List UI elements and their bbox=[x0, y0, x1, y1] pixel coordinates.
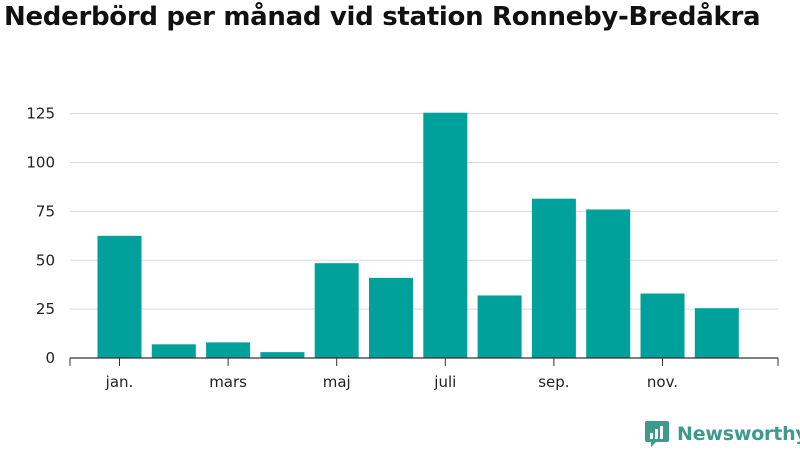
brand-name: Newsworthy bbox=[677, 423, 800, 445]
x-tick-label: nov. bbox=[647, 373, 678, 391]
bar-maj bbox=[314, 263, 359, 358]
bar-jan bbox=[97, 235, 142, 358]
newsworthy-logo-icon bbox=[645, 421, 669, 447]
bar-apr bbox=[260, 352, 305, 358]
bar-okt bbox=[586, 209, 631, 358]
x-axis: jan. mars maj juli sep. nov. bbox=[69, 357, 779, 391]
y-tick-label: 75 bbox=[36, 202, 55, 220]
y-tick-label: 50 bbox=[36, 251, 55, 269]
bars bbox=[97, 112, 739, 358]
y-tick-label: 125 bbox=[26, 105, 55, 123]
x-tick-label: juli bbox=[433, 373, 456, 391]
bar-nov bbox=[640, 293, 685, 358]
x-tick-label: mars bbox=[209, 373, 247, 391]
bar-mars bbox=[206, 342, 251, 358]
y-tick-label: 100 bbox=[26, 154, 55, 172]
y-tick-label: 25 bbox=[36, 300, 55, 318]
x-tick-label: jan. bbox=[105, 373, 134, 391]
x-tick-label: maj bbox=[323, 373, 351, 391]
y-tick-label: 0 bbox=[45, 349, 55, 367]
newsworthy-brand: Newsworthy bbox=[644, 420, 800, 448]
bar-feb bbox=[151, 344, 196, 358]
bar-dec bbox=[694, 308, 739, 358]
bar-aug bbox=[477, 295, 522, 358]
bar-sep bbox=[531, 198, 576, 358]
bar-juni bbox=[369, 277, 413, 358]
y-axis: 0 25 50 75 100 125 bbox=[26, 105, 55, 367]
chart-title: Nederbörd per månad vid station Ronneby-… bbox=[4, 2, 761, 32]
x-tick-label: sep. bbox=[538, 373, 569, 391]
bar-juli bbox=[423, 112, 468, 358]
